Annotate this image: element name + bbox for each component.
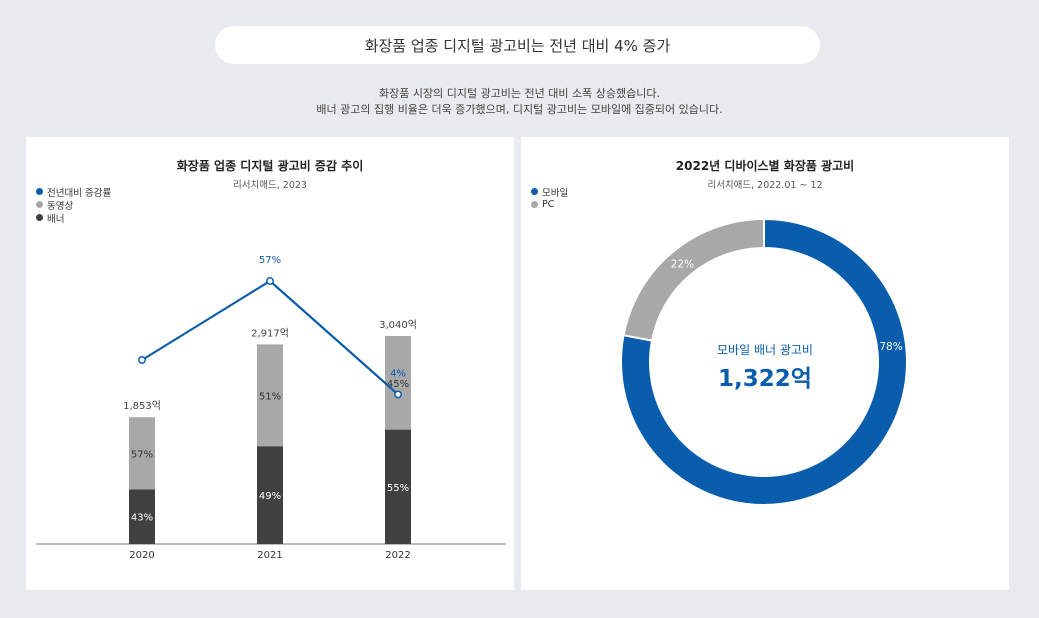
device-chart-svg: 78% 22% <box>620 217 908 506</box>
legend-label-growth: 전년대비 증감률 <box>47 187 112 199</box>
legend-item-video: 동영상 <box>36 198 111 212</box>
page-description: 화장품 시장의 디지털 광고비는 전년 대비 소폭 상승했습니다. 배너 광고의… <box>0 86 1039 118</box>
legend-label-video: 동영상 <box>47 200 74 212</box>
legend-item-growth: 전년대비 증감률 <box>36 185 112 199</box>
legend-swatch-video <box>36 201 43 208</box>
growth-point-2022 <box>394 390 402 399</box>
trend-chart-panel: 화장품 업종 디지털 광고비 증감 추이 리서치애드, 2023 전년대비 증감… <box>26 137 514 590</box>
device-chart-legend: 모바일 PC <box>531 185 568 211</box>
legend-swatch-pc <box>531 201 538 208</box>
legend-swatch-growth <box>36 188 43 195</box>
donut-slice-mobile <box>620 217 908 506</box>
bar-video-2022 <box>385 336 411 430</box>
page-title: 화장품 업종 디지털 광고비는 전년 대비 4% 증가 <box>364 36 671 55</box>
trend-chart-legend: 전년대비 증감률 동영상 배너 <box>36 185 112 225</box>
device-chart-subtitle: 리서치애드, 2022.01 ~ 12 <box>707 180 823 191</box>
page-title-pill: 화장품 업종 디지털 광고비는 전년 대비 4% 증가 <box>215 26 820 64</box>
description-line-2: 배너 광고의 집행 비율은 더욱 증가했으며, 디지털 광고비는 모바일에 집중… <box>316 103 723 116</box>
growth-label-2022: 4% <box>390 368 406 379</box>
legend-label-mobile: 모바일 <box>542 187 569 199</box>
legend-item-pc: PC <box>531 198 568 211</box>
growth-label-2021: 57% <box>259 255 281 266</box>
trend-chart-subtitle: 리서치애드, 2023 <box>233 180 307 191</box>
bar-banner-2021 <box>257 446 283 544</box>
x-tick-label-2022: 2022 <box>385 550 410 561</box>
bar-video-label-2022: 45% <box>387 379 409 390</box>
bar-banner-label-2022: 55% <box>387 483 409 494</box>
x-tick-label-2020: 2020 <box>129 550 154 561</box>
bar-total-label-2021: 2,917억 <box>251 327 289 339</box>
device-chart-panel: 2022년 디바이스별 화장품 광고비 리서치애드, 2022.01 ~ 12 … <box>521 137 1009 590</box>
bar-video-2020 <box>129 417 155 490</box>
bar-total-label-2022: 3,040억 <box>379 319 417 331</box>
donut-label-pc: 22% <box>671 258 694 270</box>
donut-slice-pc <box>622 217 765 342</box>
bar-banner-2020 <box>129 489 155 544</box>
legend-swatch-banner <box>36 214 43 221</box>
donut-center-value: 1,322억 <box>718 366 812 392</box>
bar-video-2021 <box>257 344 283 447</box>
donut-center-label: 모바일 배너 광고비 <box>717 343 813 357</box>
legend-label-banner: 배너 <box>47 213 65 225</box>
legend-item-mobile: 모바일 <box>531 185 569 199</box>
growth-point-2020 <box>138 356 146 364</box>
bar-video-label-2021: 51% <box>259 391 281 402</box>
description-line-1: 화장품 시장의 디지털 광고비는 전년 대비 소폭 상승했습니다. <box>379 87 660 100</box>
bar-banner-2022 <box>385 429 411 544</box>
legend-item-banner: 배너 <box>36 211 111 225</box>
legend-label-pc: PC <box>542 199 555 210</box>
growth-point-2021 <box>266 277 274 285</box>
legend-swatch-mobile <box>531 188 538 195</box>
donut-label-mobile: 78% <box>879 341 902 353</box>
trend-chart-title: 화장품 업종 디지털 광고비 증감 추이 <box>176 159 364 173</box>
bar-banner-label-2021: 49% <box>259 491 281 502</box>
bar-video-label-2020: 57% <box>131 449 153 460</box>
trend-chart-svg: 43% 57% 1,853억 2020 49% 51% 2,917억 2021 55% 45% 3,… <box>36 255 506 561</box>
device-chart-title: 2022년 디바이스별 화장품 광고비 <box>675 159 855 173</box>
x-tick-label-2021: 2021 <box>257 550 282 561</box>
bar-total-label-2020: 1,853억 <box>123 400 161 412</box>
bar-banner-label-2020: 43% <box>131 513 153 524</box>
